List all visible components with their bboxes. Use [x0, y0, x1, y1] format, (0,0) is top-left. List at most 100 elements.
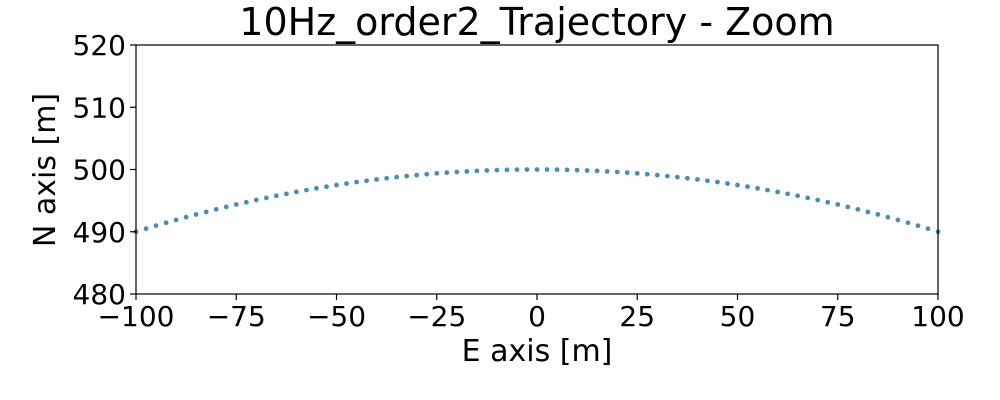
- data-point: [644, 171, 650, 177]
- data-point: [273, 193, 279, 199]
- data-point: [384, 175, 390, 181]
- data-point: [253, 197, 259, 203]
- x-tick-label: −75: [207, 300, 266, 333]
- data-point: [434, 170, 440, 176]
- data-point: [163, 220, 169, 226]
- data-point: [233, 202, 239, 207]
- data-point: [444, 170, 450, 176]
- data-point: [695, 177, 700, 182]
- data-point: [735, 182, 740, 188]
- y-axis-label: N axis [m]: [28, 93, 63, 247]
- y-tick-label: 510: [73, 91, 126, 124]
- data-point: [825, 199, 831, 205]
- data-point: [223, 204, 229, 210]
- data-point: [554, 167, 560, 173]
- data-point: [915, 223, 921, 229]
- data-point: [354, 179, 359, 185]
- x-tick-label: 0: [528, 300, 546, 333]
- data-point: [815, 197, 821, 203]
- data-point: [885, 214, 891, 220]
- data-point: [173, 217, 179, 223]
- data-point: [674, 174, 680, 180]
- data-point: [654, 172, 660, 178]
- data-point: [374, 177, 379, 182]
- data-point: [243, 199, 249, 205]
- data-point: [684, 175, 690, 181]
- data-point: [805, 195, 811, 201]
- data-point: [624, 170, 630, 176]
- data-point: [725, 181, 730, 186]
- data-point: [524, 167, 530, 172]
- data-point: [263, 195, 269, 201]
- data-point: [283, 191, 289, 197]
- data-point: [775, 189, 780, 195]
- x-tick-label: −100: [98, 300, 175, 333]
- data-point: [504, 167, 510, 173]
- data-point: [494, 167, 500, 173]
- data-point: [875, 212, 881, 217]
- data-point: [534, 167, 540, 172]
- x-tick-label: 75: [820, 300, 856, 333]
- data-point: [203, 209, 209, 215]
- data-points: [133, 167, 941, 235]
- data-point: [564, 167, 570, 173]
- data-point: [464, 169, 470, 174]
- data-point: [634, 170, 640, 176]
- data-point: [765, 187, 770, 193]
- data-point: [454, 169, 460, 175]
- data-point: [314, 185, 319, 191]
- data-point: [364, 178, 369, 184]
- x-tick-label: −25: [407, 300, 466, 333]
- data-point: [424, 171, 430, 177]
- data-point: [895, 217, 901, 223]
- data-point: [795, 193, 801, 199]
- x-axis-ticks: −100 −75 −50 −25 0 25 50 75 100: [98, 294, 965, 333]
- data-point: [294, 189, 299, 195]
- data-point: [865, 209, 871, 215]
- data-point: [574, 167, 580, 173]
- data-point: [334, 182, 339, 188]
- x-tick-label: 100: [911, 300, 964, 333]
- data-point: [745, 184, 750, 190]
- data-point: [544, 167, 550, 172]
- data-point: [213, 206, 219, 212]
- data-point: [835, 202, 841, 207]
- data-point: [614, 169, 620, 175]
- y-tick-label: 520: [73, 29, 126, 62]
- data-point: [715, 179, 720, 185]
- data-point: [594, 168, 600, 174]
- data-point: [344, 181, 349, 186]
- data-point: [474, 168, 480, 174]
- y-axis-ticks: 480 490 500 510 520: [73, 29, 136, 311]
- y-tick-label: 490: [73, 216, 126, 249]
- x-tick-label: −50: [307, 300, 366, 333]
- x-tick-label: 25: [619, 300, 655, 333]
- data-point: [705, 178, 710, 184]
- data-point: [845, 204, 851, 210]
- data-point: [855, 206, 861, 212]
- x-tick-label: 50: [720, 300, 756, 333]
- data-point: [304, 187, 309, 193]
- y-tick-label: 480: [73, 278, 126, 311]
- data-point: [604, 169, 610, 174]
- data-point: [584, 168, 590, 173]
- data-point: [664, 173, 670, 179]
- x-axis-label: E axis [m]: [462, 334, 613, 369]
- data-point: [755, 185, 760, 191]
- y-tick-label: 500: [73, 154, 126, 187]
- data-point: [414, 172, 420, 178]
- data-point: [324, 184, 329, 190]
- data-point: [153, 223, 159, 229]
- plot-frame: [135, 44, 939, 295]
- data-point: [183, 214, 189, 220]
- data-point: [193, 212, 199, 217]
- data-point: [905, 220, 911, 226]
- data-point: [484, 168, 490, 173]
- data-point: [143, 226, 149, 232]
- chart-title: 10Hz_order2_Trajectory - Zoom: [239, 0, 834, 44]
- data-point: [404, 173, 410, 179]
- data-point: [785, 191, 791, 197]
- data-point: [394, 174, 400, 180]
- data-point: [514, 167, 520, 173]
